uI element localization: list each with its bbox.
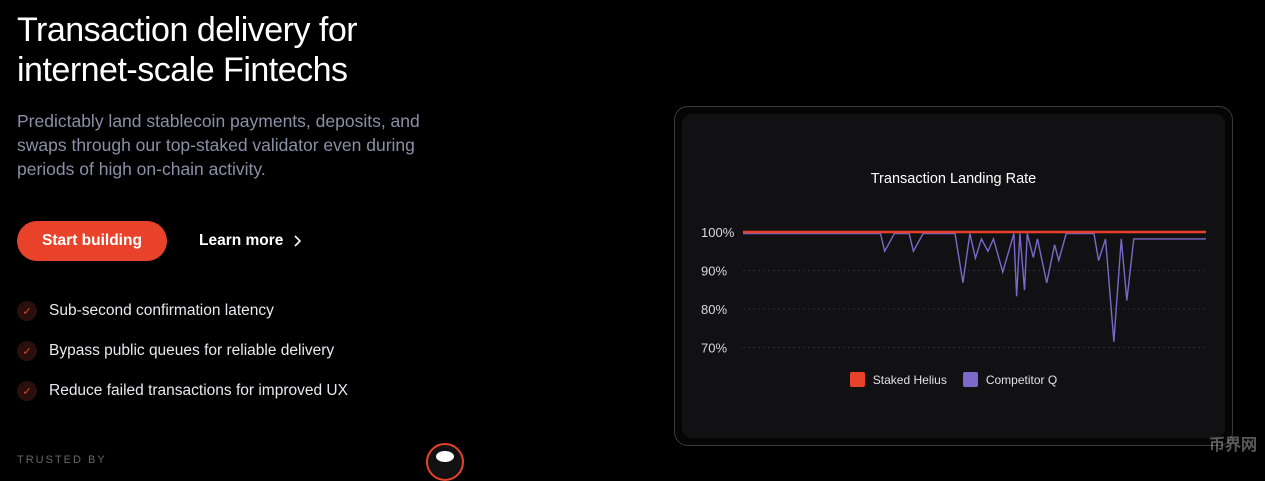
chart-title: Transaction Landing Rate	[870, 171, 1037, 187]
y-tick-label: 70%	[701, 341, 727, 356]
feature-item: ✓ Sub-second confirmation latency	[17, 301, 348, 321]
chevron-right-icon	[294, 235, 302, 247]
check-icon: ✓	[17, 341, 37, 361]
hero-title-line: Transaction delivery for	[17, 11, 358, 49]
legend-item: Staked Helius	[849, 372, 947, 387]
legend-item: Competitor Q	[962, 372, 1058, 387]
feature-text: Bypass public queues for reliable delive…	[49, 342, 335, 359]
learn-more-label: Learn more	[199, 232, 284, 249]
chart-legend: Staked Helius Competitor Q	[682, 372, 1225, 387]
watermark: 币界网	[1208, 437, 1257, 454]
feature-item: ✓ Reduce failed transactions for improved…	[17, 381, 348, 401]
learn-more-link[interactable]: Learn more	[199, 221, 302, 261]
series-line	[743, 232, 1206, 342]
start-building-button[interactable]: Start building	[17, 221, 167, 261]
legend-label: Staked Helius	[872, 372, 947, 387]
y-tick-label: 80%	[701, 302, 727, 317]
hero-subtitle: Predictably land stablecoin payments, de…	[17, 111, 420, 179]
feature-list: ✓ Sub-second confirmation latency ✓ Bypass…	[17, 301, 348, 421]
check-icon: ✓	[17, 381, 37, 401]
partner-logo	[426, 443, 464, 481]
line-chart: 100% 90% 80% 70%	[701, 225, 1206, 356]
chart-panel: Transaction Landing Rate 100% 90% 80% 70% S…	[682, 114, 1225, 438]
feature-item: ✓ Bypass public queues for reliable deliv…	[17, 341, 348, 361]
feature-text: Sub-second confirmation latency	[49, 302, 274, 319]
legend-swatch	[962, 372, 978, 387]
hero-title-line: internet-scale Fintechs	[17, 51, 348, 89]
legend-swatch	[849, 372, 865, 387]
y-tick-label: 100%	[701, 225, 735, 240]
legend-label: Competitor Q	[985, 372, 1058, 387]
trusted-by-label: TRUSTED BY	[17, 454, 107, 466]
hero-title: Transaction delivery for internet-scale …	[17, 10, 358, 90]
chart-card: Transaction Landing Rate 100% 90% 80% 70% S…	[674, 106, 1233, 446]
check-icon: ✓	[17, 301, 37, 321]
feature-text: Reduce failed transactions for improved …	[49, 382, 348, 399]
y-tick-label: 90%	[701, 264, 727, 279]
